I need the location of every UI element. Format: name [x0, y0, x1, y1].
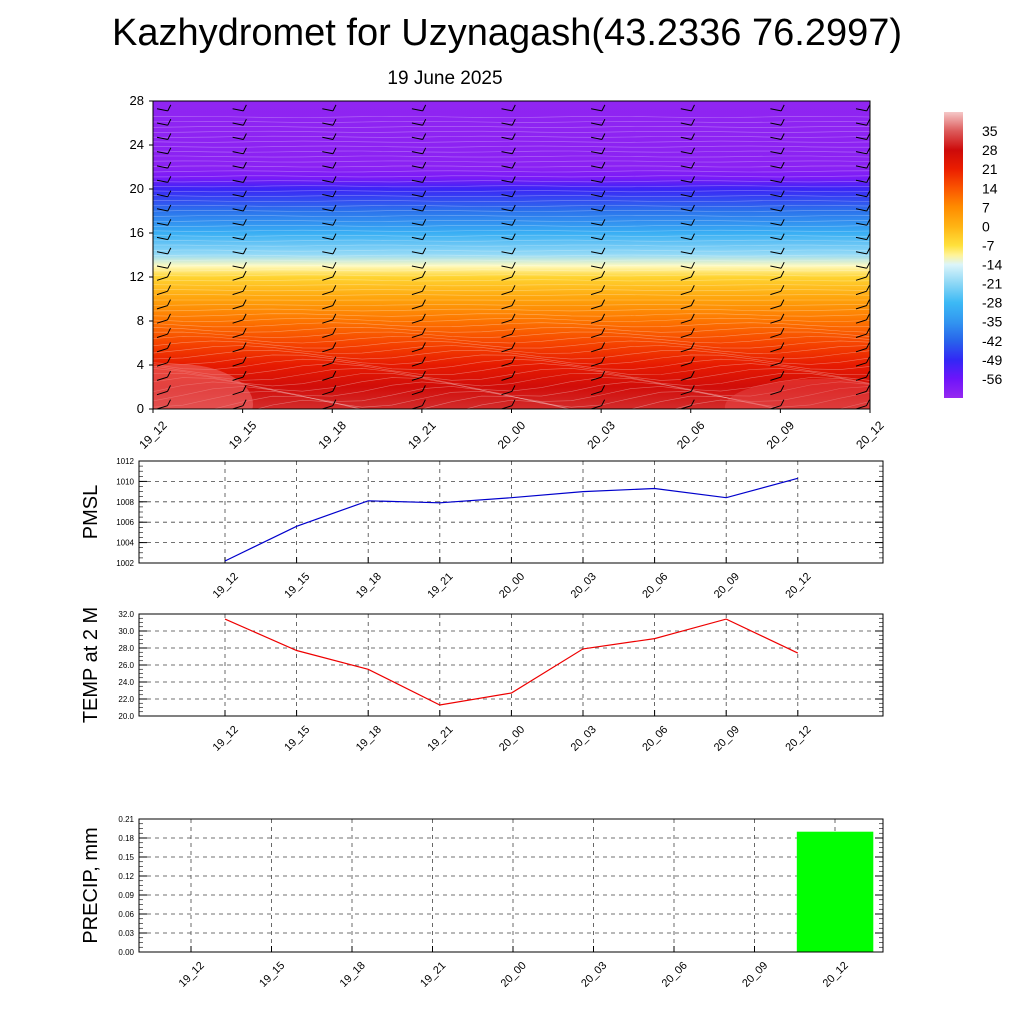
- panel-3-ytick-label-5: 0.15: [118, 853, 134, 862]
- panel-2-ytick-label-3: 26.0: [118, 661, 134, 670]
- colorbar-label-0: 35: [982, 123, 998, 139]
- panel-3-xtick-label-8: 20_12: [821, 960, 851, 990]
- panel-3-ytick-label-6: 0.18: [118, 834, 134, 843]
- panel-3-ylabel: PRECIP, mm: [80, 827, 102, 943]
- panel-2-ytick-label-4: 28.0: [118, 644, 134, 653]
- panel-3-frame: [139, 819, 883, 952]
- heatmap-ytick-label-5: 20: [130, 181, 144, 196]
- chart-title: Kazhydromet for Uzynagash(43.2336 76.299…: [0, 12, 1014, 55]
- panel-2-ytick-label-0: 20.0: [118, 712, 134, 721]
- panel-1-ytick-label-0: 1002: [116, 559, 134, 568]
- heatmap-ytick-label-1: 4: [137, 357, 144, 372]
- panel-2-xtick-label-5: 20_03: [569, 724, 599, 754]
- heatmap-xtick-label-2: 19_18: [316, 418, 350, 452]
- colorbar-label-7: -14: [982, 257, 1002, 273]
- colorbar-label-10: -35: [982, 314, 1002, 330]
- panel-3-ytick-label-7: 0.21: [118, 815, 134, 824]
- heatmap-xtick-label-8: 20_12: [853, 418, 887, 452]
- panel-3-xtick-label-5: 20_03: [579, 960, 609, 990]
- panel-1-xtick-label-3: 19_21: [425, 571, 455, 601]
- panel-1-ytick-label-4: 1010: [116, 477, 134, 486]
- heatmap-xtick-label-4: 20_00: [495, 418, 529, 452]
- panel-3-ytick-label-1: 0.03: [118, 929, 134, 938]
- panel-3-ytick-label-3: 0.09: [118, 891, 134, 900]
- heatmap-ytick-label-6: 24: [130, 137, 144, 152]
- panel-2: 20.0 22.0 24.0 26.0 28.0 30.0 32.0 19_12 19_15 19…: [80, 607, 883, 754]
- panel-2-xtick-label-1: 19_15: [282, 724, 312, 754]
- panel-3-ytick-label-4: 0.12: [118, 872, 134, 881]
- panel-1-xtick-label-1: 19_15: [282, 571, 312, 601]
- panel-2-xtick-label-8: 20_12: [783, 724, 813, 754]
- colorbar-label-5: 0: [982, 218, 990, 234]
- colorbar-label-8: -21: [982, 276, 1002, 292]
- panel-2-xtick-label-3: 19_21: [425, 724, 455, 754]
- colorbar-label-6: -7: [982, 237, 995, 253]
- heatmap-warm-region-right: [725, 379, 915, 435]
- panel-2-ytick-label-5: 30.0: [118, 627, 134, 636]
- panel-1-xtick-label-0: 19_12: [211, 571, 241, 601]
- heatmap-warm-region-left: [103, 364, 253, 444]
- panel-1-ylabel: PMSL: [80, 485, 102, 539]
- heatmap-xtick-label-0: 19_12: [136, 418, 170, 452]
- colorbar: [944, 112, 963, 398]
- panel-1-xtick-label-8: 20_12: [783, 571, 813, 601]
- panel-1-ytick-label-1: 1004: [116, 539, 134, 548]
- heatmap-ytick-label-0: 0: [137, 401, 144, 416]
- panel-3-xtick-label-2: 19_18: [338, 960, 368, 990]
- colorbar-label-2: 21: [982, 161, 998, 177]
- panel-3-bar-8: [797, 832, 874, 952]
- colorbar-label-1: 28: [982, 142, 998, 158]
- heatmap-ytick-label-2: 8: [137, 313, 144, 328]
- panel-3-xtick-label-0: 19_12: [177, 960, 207, 990]
- panel-3-xtick-label-3: 19_21: [418, 960, 448, 990]
- heatmap-xtick-label-5: 20_03: [584, 418, 618, 452]
- panel-1-xtick-label-4: 20_00: [497, 571, 527, 601]
- panel-2-ytick-label-1: 22.0: [118, 695, 134, 704]
- panel-3-ytick-label-2: 0.06: [118, 910, 134, 919]
- panel-1-xtick-label-5: 20_03: [569, 571, 599, 601]
- colorbar-label-9: -28: [982, 295, 1002, 311]
- panel-3: 0.00 0.03 0.06 0.09 0.12 0.15 0.18 0.21 19_12 19_…: [80, 815, 883, 990]
- colorbar-label-11: -42: [982, 333, 1002, 349]
- heatmap-xtick-label-3: 19_21: [405, 418, 439, 452]
- panel-2-ylabel: TEMP at 2 M: [80, 607, 102, 723]
- heatmap-xtick-label-7: 20_09: [764, 418, 798, 452]
- panel-3-xtick-label-6: 20_06: [660, 960, 690, 990]
- colorbar-label-12: -49: [982, 352, 1002, 368]
- panel-1-ytick-label-5: 1012: [116, 457, 134, 466]
- panel-2-ytick-label-2: 24.0: [118, 678, 134, 687]
- colorbar-label-3: 14: [982, 180, 998, 196]
- heatmap-ytick-label-4: 16: [130, 225, 144, 240]
- panel-1-xtick-label-6: 20_06: [640, 571, 670, 601]
- panel-3-xtick-label-1: 19_15: [257, 960, 287, 990]
- panel-1-xtick-label-7: 20_09: [712, 571, 742, 601]
- colorbar-label-13: -56: [982, 371, 1002, 387]
- panel-3-xtick-label-7: 20_09: [740, 960, 770, 990]
- panel-3-xtick-label-4: 20_00: [499, 960, 529, 990]
- heatmap-xtick-label-6: 20_06: [674, 418, 708, 452]
- panel-2-xtick-label-6: 20_06: [640, 724, 670, 754]
- panel-2-xtick-label-7: 20_09: [712, 724, 742, 754]
- panel-3-ytick-label-0: 0.00: [118, 948, 134, 957]
- panel-2-xtick-label-4: 20_00: [497, 724, 527, 754]
- panel-1-ytick-label-3: 1008: [116, 498, 134, 507]
- panel-2-xtick-label-2: 19_18: [354, 724, 384, 754]
- panel-2-xtick-label-0: 19_12: [211, 724, 241, 754]
- heatmap-ytick-label-3: 12: [130, 269, 144, 284]
- panel-1-ytick-label-2: 1006: [116, 518, 134, 527]
- heatmap-ytick-label-7: 28: [130, 93, 144, 108]
- heatmap-xtick-label-1: 19_15: [226, 418, 260, 452]
- chart-subtitle: 19 June 2025: [150, 68, 740, 90]
- panel-1-xtick-label-2: 19_18: [354, 571, 384, 601]
- colorbar-label-4: 7: [982, 199, 990, 215]
- panel-1: 1002 1004 1006 1008 1010 1012 19_12 19_15 19_18 1…: [80, 457, 883, 601]
- panel-2-ytick-label-6: 32.0: [118, 610, 134, 619]
